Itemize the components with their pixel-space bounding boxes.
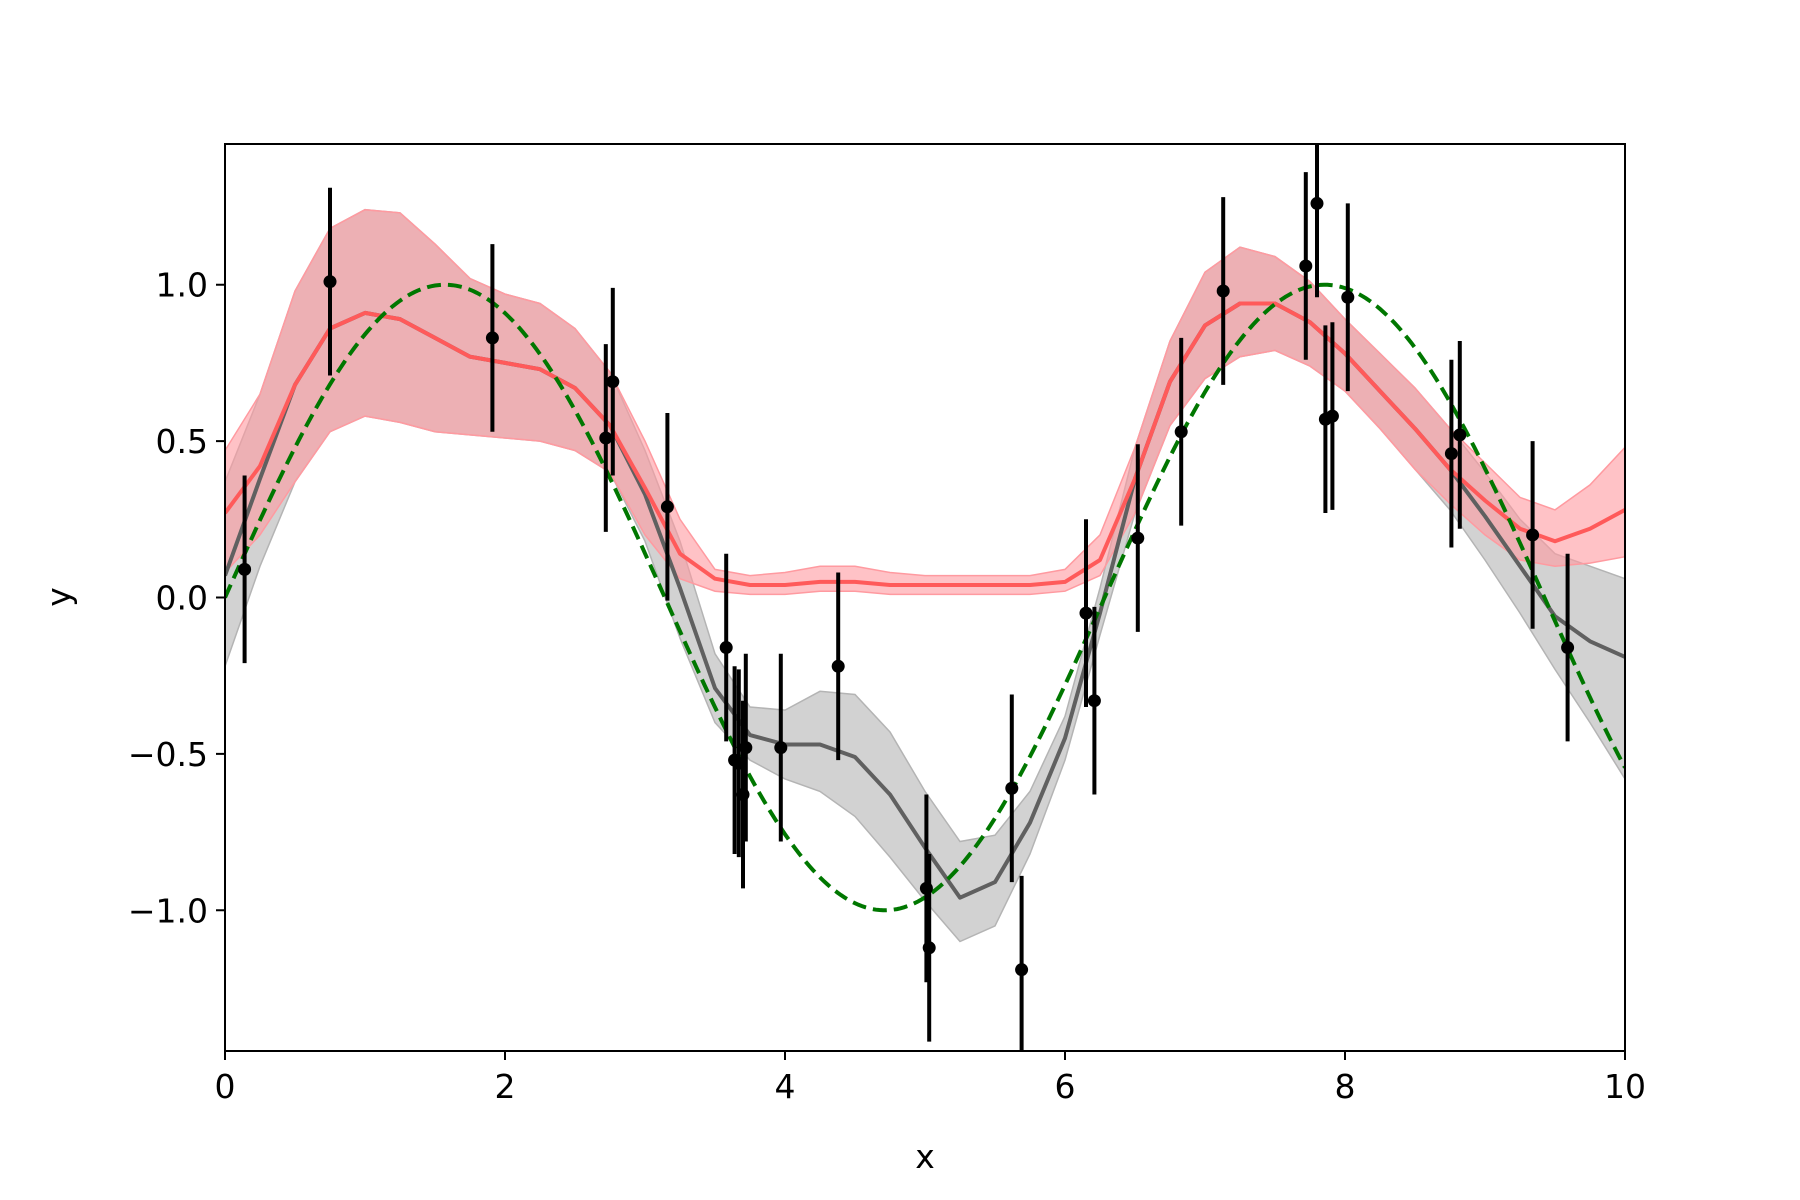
data-point: [1087, 694, 1101, 708]
y-tick-label: −1.0: [128, 891, 208, 930]
data-point: [323, 275, 337, 289]
data-point: [1131, 531, 1145, 545]
data-point: [1453, 428, 1467, 442]
data-point: [660, 500, 674, 514]
data-point: [1015, 963, 1029, 977]
data-point: [1526, 528, 1540, 542]
data-point: [1216, 284, 1230, 298]
plot-area: [225, 144, 1625, 1051]
data-point: [739, 741, 753, 755]
y-axis-label: y: [39, 587, 78, 607]
data-point: [1561, 641, 1575, 655]
y-tick-label: 1.0: [156, 266, 208, 305]
data-point: [774, 741, 788, 755]
mean-line-3: [225, 301, 1625, 587]
y-tick-label: −0.5: [128, 735, 208, 774]
data-point: [1005, 781, 1019, 795]
x-tick-label: 2: [495, 1067, 516, 1106]
data-point: [599, 431, 613, 445]
data-point: [922, 941, 936, 955]
y-axis: −1.0 −0.5 0.0 0.5 1.0: [128, 266, 225, 930]
data-point: [831, 659, 845, 673]
data-point: [606, 375, 620, 389]
x-axis-label: x: [915, 1137, 935, 1176]
data-point: [1299, 259, 1313, 273]
y-tick-label: 0.5: [156, 422, 208, 461]
data-point: [1174, 425, 1188, 439]
x-tick-label: 6: [1055, 1067, 1076, 1106]
data-point: [1341, 290, 1355, 304]
y-tick-label: 0.0: [156, 579, 208, 618]
data-point: [1310, 196, 1324, 210]
x-tick-label: 10: [1604, 1067, 1646, 1106]
data-point: [1079, 606, 1093, 620]
data-point: [719, 641, 733, 655]
x-tick-label: 8: [1335, 1067, 1356, 1106]
data-point: [485, 331, 499, 345]
data-point: [1444, 447, 1458, 461]
x-axis: 0 2 4 6 8 10: [215, 1051, 1646, 1106]
data-point: [1325, 409, 1339, 423]
x-tick-label: 0: [215, 1067, 236, 1106]
data-point: [238, 562, 252, 576]
x-tick-label: 4: [775, 1067, 796, 1106]
